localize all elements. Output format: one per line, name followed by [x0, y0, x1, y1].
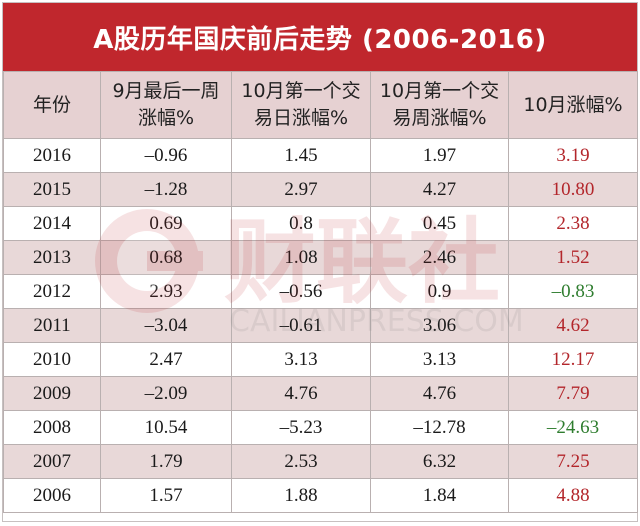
cell-before: 2.47	[100, 342, 232, 377]
cell-firstweek: 3.13	[370, 342, 509, 377]
cell-before: 2.93	[100, 274, 232, 309]
cell-year: 2016	[3, 138, 101, 173]
cell-firstweek: 3.06	[370, 308, 509, 343]
cell-firstday: 3.13	[231, 342, 371, 377]
cell-october: 12.17	[508, 342, 638, 377]
cell-before: 0.69	[100, 206, 232, 241]
cell-october: 7.79	[508, 376, 638, 411]
cell-firstday: –0.56	[231, 274, 371, 309]
cell-before: –1.28	[100, 172, 232, 207]
cell-firstday: 1.08	[231, 240, 371, 275]
cell-firstday: 1.88	[231, 478, 371, 513]
header-october: 10月涨幅%	[508, 71, 638, 139]
cell-firstday: 4.76	[231, 376, 371, 411]
table-row: 2006 1.57 1.88 1.84 4.88	[3, 478, 638, 513]
cell-october: 4.62	[508, 308, 638, 343]
cell-before: –3.04	[100, 308, 232, 343]
cell-october: 1.52	[508, 240, 638, 275]
cell-firstweek: 1.97	[370, 138, 509, 173]
cell-before: 1.57	[100, 478, 232, 513]
cell-firstweek: 4.76	[370, 376, 509, 411]
cell-october: 4.88	[508, 478, 638, 513]
table-row: 2011 –3.04 –0.61 3.06 4.62	[3, 308, 638, 343]
header-october-line: 10月涨幅%	[523, 93, 623, 116]
cell-before: –2.09	[100, 376, 232, 411]
cell-firstday: 2.97	[231, 172, 371, 207]
cell-year: 2010	[3, 342, 101, 377]
table-row: 2008 10.54 –5.23 –12.78 –24.63	[3, 410, 638, 445]
table-body: 2016 –0.96 1.45 1.97 3.19 2015 –1.28 2.97 4.27 10…	[3, 138, 638, 513]
cell-year: 2013	[3, 240, 101, 275]
cell-october: 7.25	[508, 444, 638, 479]
header-before-week-line1: 9月最后一周	[112, 80, 220, 102]
cell-october: –24.63	[508, 410, 638, 445]
cell-year: 2014	[3, 206, 101, 241]
table-row: 2016 –0.96 1.45 1.97 3.19	[3, 138, 638, 173]
cell-october: 3.19	[508, 138, 638, 173]
cell-year: 2015	[3, 172, 101, 207]
cell-firstday: 1.45	[231, 138, 371, 173]
cell-before: 10.54	[100, 410, 232, 445]
header-row: 年份 9月最后一周 涨幅% 10月第一个交 易日涨幅% 10月第一个交 易周涨幅…	[3, 71, 638, 139]
cell-year: 2009	[3, 376, 101, 411]
cell-before: 0.68	[100, 240, 232, 275]
table-row: 2007 1.79 2.53 6.32 7.25	[3, 444, 638, 479]
cell-year: 2006	[3, 478, 101, 513]
cell-before: 1.79	[100, 444, 232, 479]
cell-firstweek: 4.27	[370, 172, 509, 207]
cell-firstweek: 0.45	[370, 206, 509, 241]
table-row: 2009 –2.09 4.76 4.76 7.79	[3, 376, 638, 411]
table-row: 2014 0.69 0.8 0.45 2.38	[3, 206, 638, 241]
header-first-day: 10月第一个交 易日涨幅%	[231, 71, 371, 139]
cell-year: 2011	[3, 308, 101, 343]
cell-firstday: 2.53	[231, 444, 371, 479]
table-row: 2012 2.93 –0.56 0.9 –0.83	[3, 274, 638, 309]
cell-year: 2007	[3, 444, 101, 479]
table-row: 2010 2.47 3.13 3.13 12.17	[3, 342, 638, 377]
header-before-week: 9月最后一周 涨幅%	[100, 71, 232, 139]
cell-firstweek: 2.46	[370, 240, 509, 275]
cell-firstday: 0.8	[231, 206, 371, 241]
cell-firstday: –5.23	[231, 410, 371, 445]
table-title: A股历年国庆前后走势 (2006-2016)	[3, 3, 637, 71]
cell-before: –0.96	[100, 138, 232, 173]
cell-year: 2008	[3, 410, 101, 445]
data-table: 年份 9月最后一周 涨幅% 10月第一个交 易日涨幅% 10月第一个交 易周涨幅…	[3, 71, 638, 513]
header-first-day-line2: 易日涨幅%	[253, 107, 349, 129]
table-row: 2013 0.68 1.08 2.46 1.52	[3, 240, 638, 275]
header-first-day-line1: 10月第一个交	[241, 80, 361, 102]
header-first-week: 10月第一个交 易周涨幅%	[370, 71, 509, 139]
header-first-week-line2: 易周涨幅%	[392, 107, 487, 129]
cell-firstweek: –12.78	[370, 410, 509, 445]
header-year: 年份	[3, 71, 101, 139]
header-before-week-line2: 涨幅%	[137, 107, 195, 129]
header-first-week-line1: 10月第一个交	[379, 80, 500, 102]
cell-firstday: –0.61	[231, 308, 371, 343]
cell-firstweek: 6.32	[370, 444, 509, 479]
cell-october: 2.38	[508, 206, 638, 241]
cell-october: –0.83	[508, 274, 638, 309]
cell-firstweek: 1.84	[370, 478, 509, 513]
cell-firstweek: 0.9	[370, 274, 509, 309]
header-year-line: 年份	[32, 93, 71, 116]
cell-year: 2012	[3, 274, 101, 309]
table-row: 2015 –1.28 2.97 4.27 10.80	[3, 172, 638, 207]
cell-october: 10.80	[508, 172, 638, 207]
